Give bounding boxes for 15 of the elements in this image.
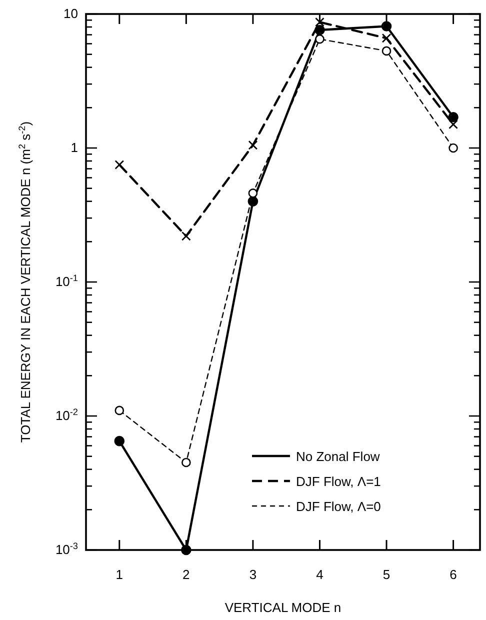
- x-axis-title: VERTICAL MODE n: [224, 600, 342, 615]
- legend-label: DJF Flow, Λ=1: [296, 474, 381, 489]
- y-tick-label: 1: [70, 140, 78, 155]
- y-tick-label: 10: [64, 6, 78, 21]
- y-tick-label: 10$^{-3}$: [55, 541, 78, 557]
- x-tick-label: 3: [249, 567, 257, 582]
- x-tick-label: 2: [182, 567, 190, 582]
- x-tick-label: 4: [316, 567, 324, 582]
- x-tick-label: 5: [382, 567, 390, 582]
- y-tick-label: 10$^{-2}$: [55, 407, 78, 423]
- legend-label: DJF Flow, Λ=0: [296, 499, 381, 514]
- x-tick-label: 1: [116, 567, 124, 582]
- y-tick-label: 10$^{-1}$: [55, 273, 78, 289]
- legend-label: No Zonal Flow: [296, 449, 380, 464]
- x-tick-label: 6: [450, 567, 457, 582]
